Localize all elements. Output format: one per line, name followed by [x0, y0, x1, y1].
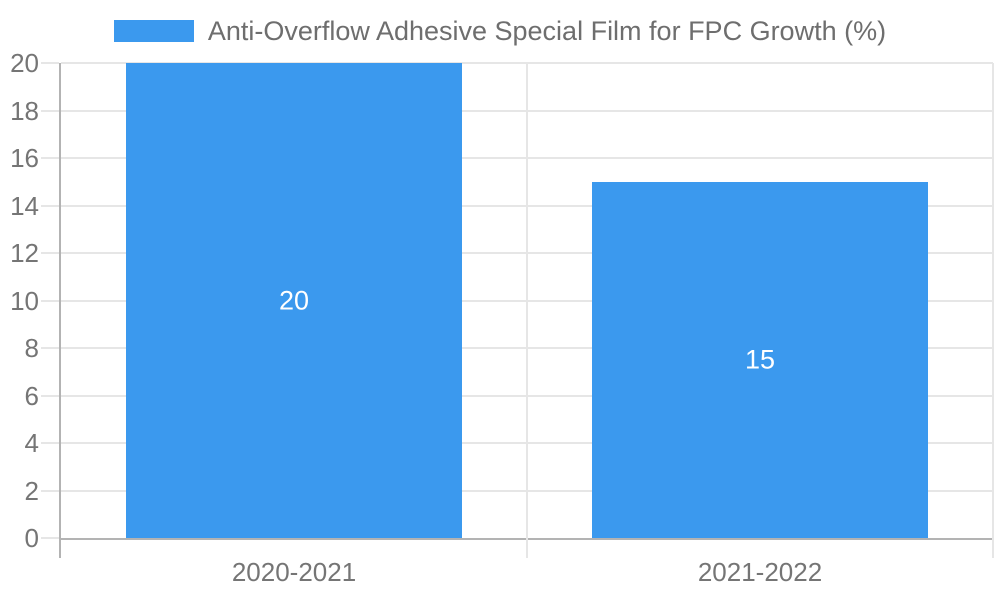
- x-axis-label: 2020-2021: [231, 557, 357, 587]
- y-axis-label: 16: [10, 143, 39, 173]
- y-axis-label: 6: [24, 380, 39, 411]
- x-gridline: [992, 63, 994, 558]
- y-axis-label: 2: [24, 475, 39, 506]
- y-axis-label: 0: [24, 523, 39, 553]
- y-tick: [41, 489, 59, 492]
- y-tick: [41, 299, 59, 302]
- y-axis-label: 4: [24, 428, 39, 458]
- y-axis-label: 10: [10, 285, 39, 316]
- y-axis-label: 14: [10, 190, 39, 221]
- x-axis-label: 2021-2022: [697, 557, 823, 587]
- y-tick: [41, 442, 59, 444]
- y-tick: [41, 62, 59, 64]
- y-axis-label: 18: [10, 95, 39, 126]
- bar-value-label: 15: [744, 344, 775, 375]
- legend-swatch: [113, 20, 194, 42]
- x-gridline: [526, 63, 528, 558]
- y-axis-label: 8: [24, 333, 39, 363]
- bar-value-label: 20: [278, 285, 309, 315]
- bar: [591, 181, 929, 538]
- x-axis-tick: [59, 540, 61, 558]
- y-axis-label: 12: [10, 238, 39, 268]
- bar: [125, 63, 463, 538]
- y-tick: [41, 537, 59, 539]
- y-tick: [41, 109, 59, 112]
- y-axis-label: 20: [10, 48, 39, 78]
- y-tick: [41, 204, 59, 207]
- y-tick: [41, 347, 59, 349]
- legend-label: Anti-Overflow Adhesive Special Film for …: [207, 16, 887, 46]
- plot-area: 0 2 4 6 8 10 12 14 16 18 20 20 2020-2021 15 2021-2022: [10, 50, 994, 586]
- y-tick: [41, 157, 59, 159]
- chart-legend: Anti-Overflow Adhesive Special Film for …: [0, 17, 1000, 45]
- y-tick: [41, 252, 59, 254]
- y-tick: [41, 394, 59, 397]
